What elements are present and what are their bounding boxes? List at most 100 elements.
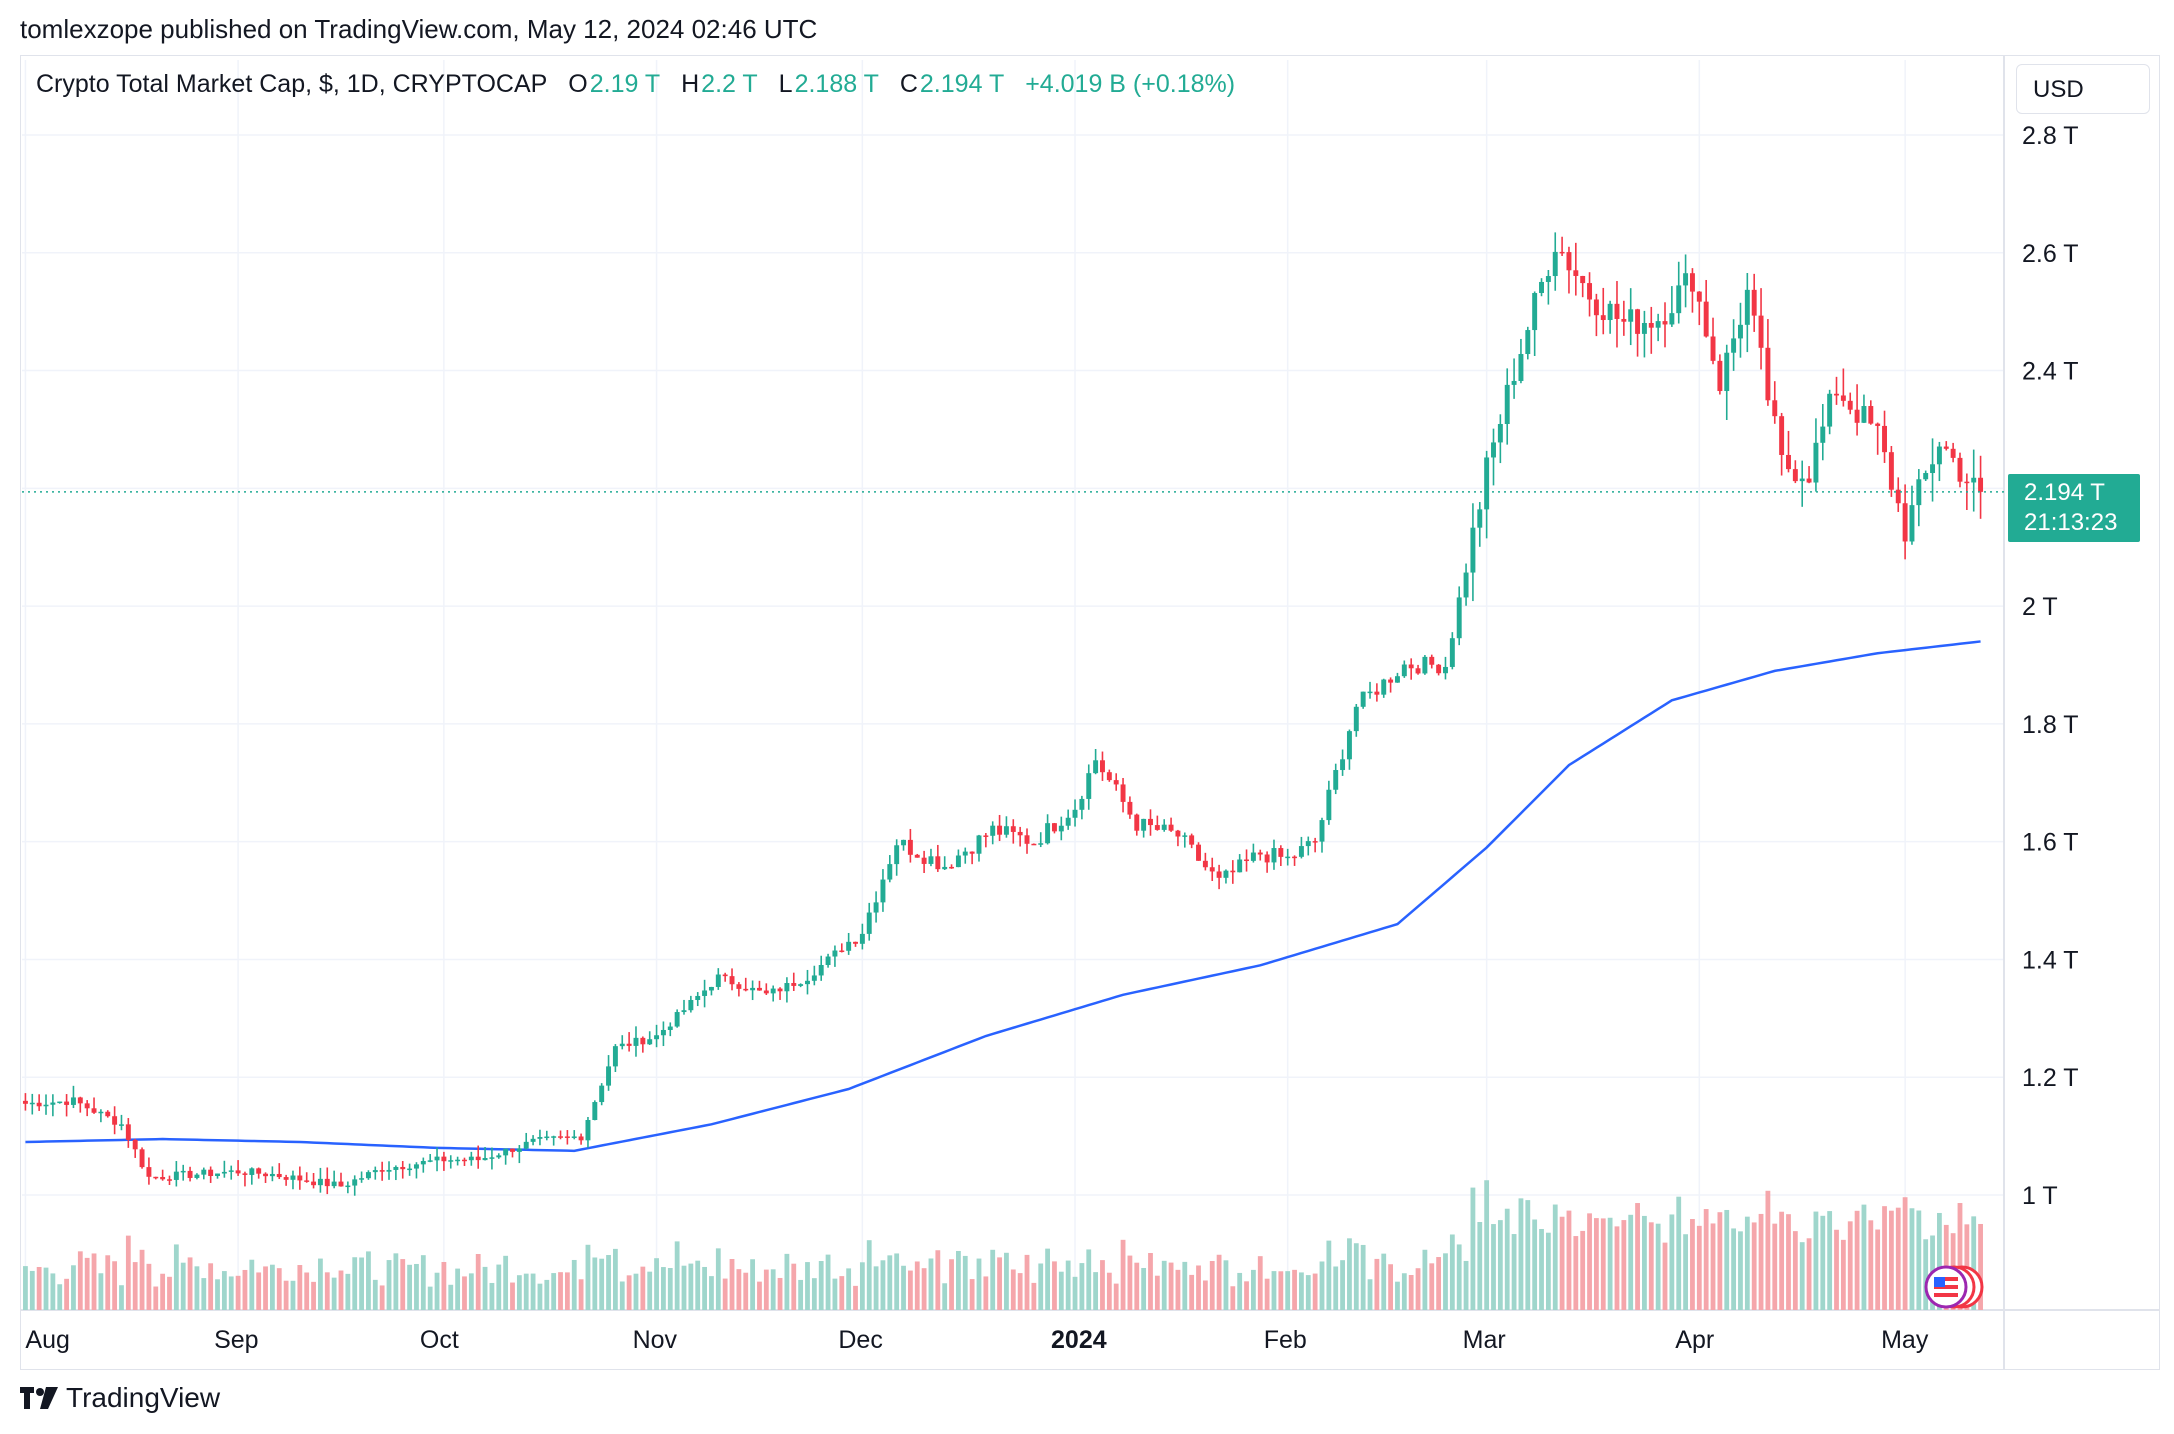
volume-bar	[1141, 1267, 1147, 1310]
volume-bar	[1875, 1229, 1881, 1310]
candle-body	[22, 1100, 28, 1104]
candle-body	[935, 856, 941, 870]
volume-bar	[1683, 1234, 1688, 1310]
volume-bar	[338, 1270, 344, 1310]
candle-body	[1909, 505, 1915, 542]
candle-body	[894, 845, 900, 865]
candle-body	[132, 1139, 138, 1150]
volume-bar	[1058, 1271, 1064, 1310]
x-tick-label: Aug	[25, 1326, 69, 1354]
candle-body	[427, 1160, 433, 1162]
volume-bar	[1127, 1255, 1133, 1310]
us-flag-events-icon[interactable]	[1912, 1264, 1986, 1310]
candle-body	[612, 1046, 618, 1067]
candle-body	[674, 1012, 680, 1027]
currency-button[interactable]: USD	[2016, 64, 2150, 114]
candle-body	[1758, 315, 1764, 348]
candle-body	[317, 1178, 323, 1186]
volume-bar	[1600, 1218, 1606, 1310]
candle-body	[1683, 273, 1689, 286]
candle-body	[1669, 313, 1675, 325]
candle-body	[1305, 841, 1311, 847]
volume-bar	[1655, 1223, 1661, 1310]
volume-bar	[1045, 1248, 1050, 1310]
volume-bar	[1065, 1260, 1071, 1310]
candle-body	[1676, 285, 1682, 314]
x-tick-label: Nov	[633, 1326, 678, 1354]
volume-bar	[853, 1285, 858, 1310]
volume-bar	[997, 1257, 1002, 1310]
candle-body	[1278, 848, 1284, 857]
candle-body	[256, 1168, 262, 1174]
volume-bar	[311, 1281, 316, 1310]
volume-bar	[1388, 1264, 1393, 1310]
volume-bar	[448, 1284, 454, 1310]
volume-bar	[1367, 1279, 1373, 1310]
volume-bar	[1264, 1278, 1270, 1310]
volume-bar	[523, 1273, 529, 1310]
candle-body	[949, 866, 955, 869]
candle-body	[324, 1178, 330, 1187]
candle-body	[441, 1156, 447, 1162]
candle-body	[1113, 780, 1119, 785]
candle-body	[880, 879, 886, 903]
y-tick-label: 1.8 T	[2022, 711, 2079, 739]
candle-body	[1607, 303, 1613, 321]
candle-body	[715, 974, 721, 987]
volume-bar	[146, 1263, 152, 1310]
candle-body	[660, 1029, 666, 1036]
volume-bar	[324, 1272, 330, 1310]
volume-bar	[139, 1249, 145, 1310]
candle-body	[523, 1141, 529, 1149]
volume-bar	[1202, 1280, 1208, 1310]
candle-body	[1635, 309, 1641, 334]
volume-bar	[1449, 1234, 1455, 1310]
candle-body	[43, 1104, 49, 1107]
x-tick-label: Oct	[420, 1326, 459, 1354]
legend-high-label: H	[681, 70, 700, 98]
candle-body	[516, 1148, 522, 1152]
volume-bar	[1703, 1209, 1709, 1310]
candle-body	[901, 839, 906, 846]
candle-body	[811, 975, 817, 981]
volume-bar	[1937, 1212, 1942, 1310]
volume-bar	[400, 1259, 406, 1310]
volume-bar	[558, 1272, 563, 1310]
volume-bar	[1820, 1215, 1826, 1310]
candle-body	[1854, 409, 1860, 423]
volume-bar	[1868, 1220, 1874, 1310]
candle-body	[818, 965, 824, 976]
candle-body	[1374, 691, 1380, 695]
candle-body	[393, 1166, 399, 1170]
candle-body	[139, 1149, 145, 1168]
candle-body	[770, 988, 776, 994]
volume-bar	[468, 1273, 474, 1310]
volume-bar	[1271, 1271, 1277, 1310]
y-tick-label: 1.4 T	[2022, 946, 2079, 974]
candle-body	[1285, 856, 1291, 859]
volume-bar	[249, 1259, 255, 1310]
candle-body	[1401, 664, 1407, 677]
volume-bar	[1957, 1203, 1963, 1310]
tradingview-logo[interactable]: TradingView	[20, 1382, 220, 1414]
candle-body	[276, 1173, 282, 1178]
candle-body	[859, 933, 865, 944]
candle-body	[1888, 452, 1894, 490]
candle-body	[962, 851, 968, 856]
candle-body	[1827, 393, 1833, 427]
volume-bar	[626, 1275, 632, 1310]
candle-body	[647, 1039, 653, 1045]
candle-body	[235, 1170, 241, 1174]
volume-bar	[84, 1257, 90, 1310]
volume-bar	[647, 1271, 653, 1310]
volume-bar	[811, 1278, 817, 1310]
candle-body	[1737, 324, 1743, 339]
candle-body	[853, 941, 858, 944]
candle-body	[29, 1102, 35, 1105]
volume-bar	[1758, 1213, 1764, 1310]
candle-body	[1847, 400, 1853, 410]
candle-body	[1525, 330, 1531, 355]
volume-bar	[715, 1248, 721, 1310]
candle-body	[969, 851, 975, 854]
